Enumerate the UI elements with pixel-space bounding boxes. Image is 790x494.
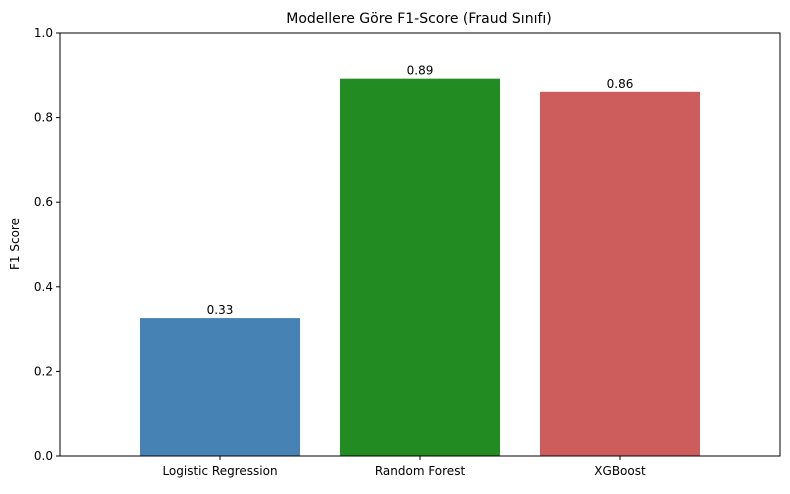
bar-value-label-3: 0.86 [607, 77, 634, 91]
x-tick-label-3: XGBoost [594, 464, 646, 478]
bar-3 [540, 91, 700, 456]
chart-title: Modellere Göre F1-Score (Fraud Sınıfı) [286, 11, 552, 27]
y-axis-label: F1 Score [8, 218, 22, 270]
bars-layer: 0.33 0.89 0.86 [140, 64, 700, 457]
y-tick-label-5: 0.8 [34, 111, 53, 125]
y-tick-label-6: 1.0 [34, 26, 53, 40]
bar-value-label-2: 0.89 [407, 64, 434, 78]
x-tick-label-2: Random Forest [375, 464, 466, 478]
y-tick-label-1: 0.0 [34, 449, 53, 463]
y-tick-label-3: 0.4 [34, 280, 53, 294]
y-tick-label-4: 0.6 [34, 195, 53, 209]
bar-value-label-1: 0.33 [207, 303, 234, 317]
bar-1 [140, 318, 300, 456]
y-tick-label-2: 0.2 [34, 364, 53, 378]
bar-2 [340, 78, 500, 457]
ticks-layer: Logistic Regression Random Forest XGBoost 0… [34, 26, 646, 478]
plot-frame [59, 32, 781, 457]
x-tick-label-1: Logistic Regression [162, 464, 277, 478]
